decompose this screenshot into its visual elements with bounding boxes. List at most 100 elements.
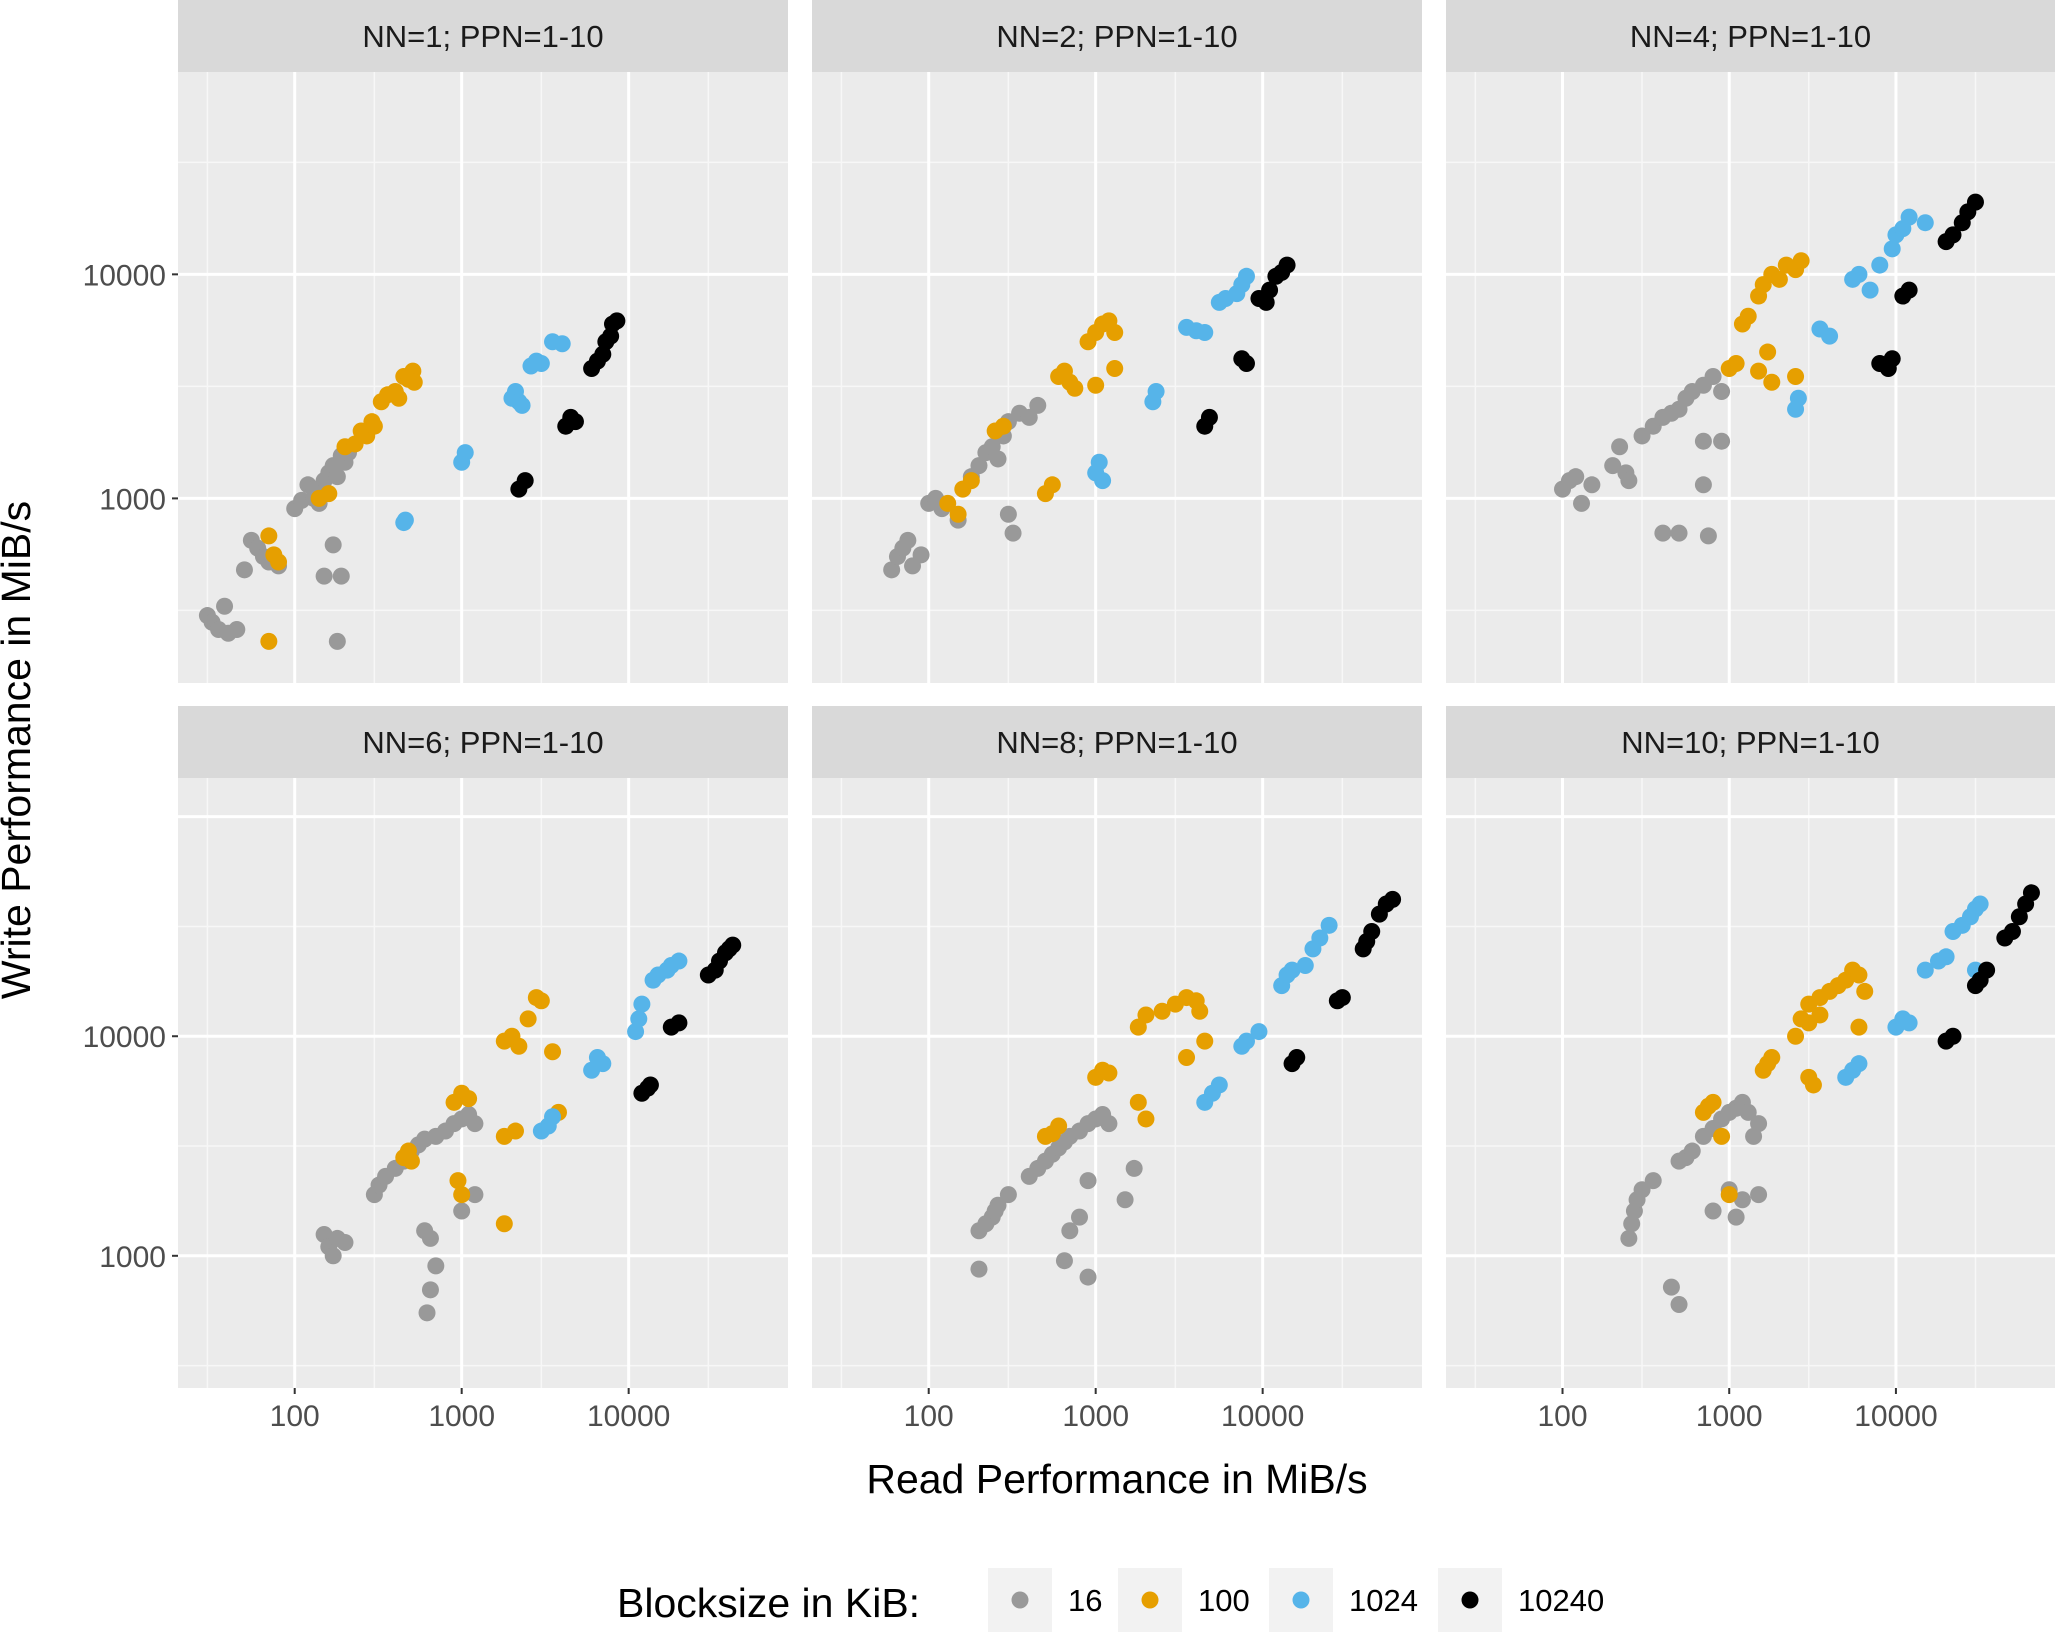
data-point [1850, 1055, 1868, 1073]
data-point [1900, 281, 1918, 299]
panel-title: NN=10; PPN=1-10 [1621, 725, 1879, 760]
data-point [989, 1196, 1007, 1214]
data-point [630, 1010, 648, 1028]
data-point [421, 1281, 439, 1299]
data-point [453, 1202, 471, 1220]
data-point [516, 472, 534, 490]
data-point [1713, 1127, 1731, 1145]
panel-strip [812, 0, 1422, 72]
y-tick-label: 1000 [99, 483, 166, 516]
data-point [1261, 281, 1279, 299]
data-point [320, 485, 338, 503]
data-point [1694, 476, 1712, 494]
x-tick-label: 100 [904, 1400, 954, 1433]
data-point [396, 511, 414, 529]
data-point [2010, 908, 2028, 926]
data-point [1944, 226, 1962, 244]
data-point [495, 1215, 513, 1233]
data-point [1662, 1278, 1680, 1296]
data-point [1750, 362, 1768, 380]
legend-key-16 [1011, 1591, 1029, 1609]
data-point [418, 1304, 436, 1322]
data-point [1333, 989, 1351, 1007]
data-point [1787, 367, 1805, 385]
data-point [1363, 922, 1381, 940]
data-point [1699, 527, 1717, 545]
panel-strip [812, 706, 1422, 778]
data-point [1296, 956, 1314, 974]
data-point [1720, 1186, 1738, 1204]
data-point [1116, 1191, 1134, 1209]
data-point [1670, 524, 1688, 542]
data-point [1106, 359, 1124, 377]
data-point [1320, 916, 1338, 934]
x-axis-title: Read Performance in MiB/s [866, 1456, 1367, 1502]
data-point [1125, 1159, 1143, 1177]
data-point [405, 373, 423, 391]
data-point [970, 1260, 988, 1278]
data-point [1620, 1229, 1638, 1247]
data-point [1029, 396, 1047, 414]
data-point [1611, 438, 1629, 456]
legend-key-100 [1141, 1591, 1159, 1609]
legend-label-1024: 1024 [1349, 1583, 1418, 1618]
series-1024 [1787, 208, 1934, 418]
data-point [228, 620, 246, 638]
data-point [989, 450, 1007, 468]
data-point [1733, 1191, 1751, 1209]
data-point [1043, 476, 1061, 494]
data-point [1071, 1208, 1089, 1226]
data-point [939, 494, 957, 512]
panel-6: NN=10; PPN=1-10 100 1000 10000 [1446, 706, 2055, 1433]
data-point [466, 1115, 484, 1133]
data-point [1883, 240, 1901, 258]
data-point [1966, 193, 1984, 211]
data-point [641, 1076, 659, 1094]
data-point [724, 936, 742, 954]
data-point [1763, 1049, 1781, 1067]
data-point [2022, 884, 2040, 902]
series-1024 [1087, 267, 1255, 490]
panel-title: NN=6; PPN=1-10 [362, 725, 603, 760]
data-point [1573, 494, 1591, 512]
data-point [1137, 1006, 1155, 1024]
series-1024 [532, 952, 688, 1140]
data-point [1916, 961, 1934, 979]
data-point [1623, 1215, 1641, 1233]
series-1024 [395, 333, 571, 532]
data-point [1066, 379, 1084, 397]
data-point [962, 472, 980, 490]
data-point [328, 632, 346, 650]
plot-background [1446, 72, 2055, 683]
data-point [402, 1152, 420, 1170]
data-point [1100, 1064, 1118, 1082]
data-point [1079, 1268, 1097, 1286]
plot-background [178, 72, 788, 683]
data-point [999, 1186, 1017, 1204]
data-point [519, 1010, 537, 1028]
data-point [1727, 1208, 1745, 1226]
data-point [1210, 1076, 1228, 1094]
legend: Blocksize in KiB: 16 100 1024 10240 [617, 1568, 1604, 1632]
data-point [1654, 524, 1672, 542]
data-point [544, 1108, 562, 1126]
y-tick-label: 10000 [83, 1021, 166, 1054]
data-point [1804, 1076, 1822, 1094]
data-point [883, 561, 901, 579]
x-tick-label: 100 [270, 1400, 320, 1433]
panel-strip [1446, 0, 2055, 72]
data-point [328, 468, 346, 486]
series-10240 [633, 936, 742, 1102]
x-tick-label: 100 [1537, 1400, 1587, 1433]
data-point [1633, 427, 1651, 445]
series-10240 [1196, 256, 1296, 435]
data-point [1288, 1049, 1306, 1067]
x-tick-label: 1000 [428, 1400, 495, 1433]
data-point [1821, 327, 1839, 345]
data-point [1090, 453, 1108, 471]
data-point [336, 1233, 354, 1251]
data-point [1100, 1115, 1118, 1133]
data-point [1944, 1027, 1962, 1045]
y-axis-title: Write Performance in MiB/s [0, 501, 39, 999]
data-point [1061, 1222, 1079, 1240]
